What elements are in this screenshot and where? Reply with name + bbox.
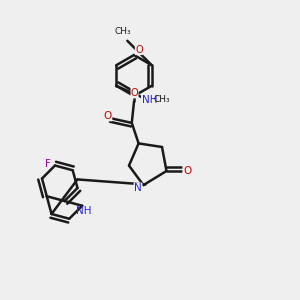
Text: O: O — [131, 88, 138, 98]
Text: N: N — [134, 183, 142, 193]
Text: O: O — [103, 111, 112, 121]
Text: NH: NH — [142, 95, 157, 105]
Text: NH: NH — [76, 206, 92, 216]
Text: CH₃: CH₃ — [153, 95, 170, 104]
Text: O: O — [135, 45, 142, 55]
Text: F: F — [46, 159, 51, 169]
Text: CH₃: CH₃ — [115, 27, 131, 36]
Text: O: O — [183, 166, 191, 176]
